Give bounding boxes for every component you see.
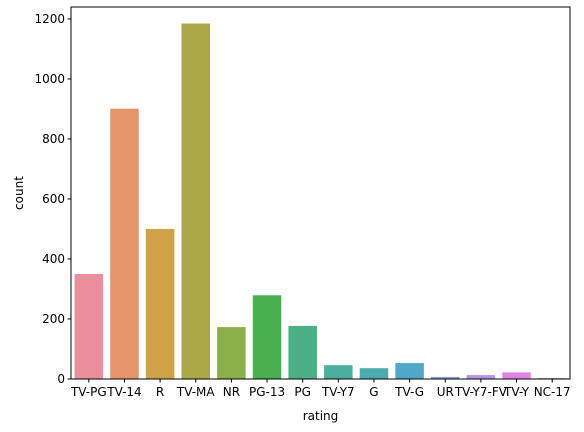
x-axis-ticks: TV-PG TV-14 R TV-MA NR PG-13 PG TV-Y7 G TV-G UR TV-… [70,379,571,399]
bar-pg [288,325,317,379]
x-tick-label-nr: NR [223,385,240,399]
plot-frame [70,6,571,380]
y-tick-label: 1000 [34,72,65,86]
bar-tv-y7 [324,365,353,379]
x-tick-label-tv-14: TV-14 [106,385,141,399]
y-tick-label: 200 [42,312,65,326]
x-axis-label: rating [303,409,339,423]
y-axis-ticks: 0 200 400 600 800 1000 1200 [34,12,71,386]
y-tick-label: 600 [42,192,65,206]
y-axis-label: count [12,176,26,210]
x-tick-label-ur: UR [437,385,454,399]
bar-nr [217,327,246,379]
bar-tv-g [395,363,424,379]
bar-r [145,229,175,379]
bar-pg-13 [252,295,282,379]
bar-g [359,368,389,379]
bar-tv-14 [110,108,139,379]
x-tick-label-r: R [156,385,164,399]
bar-tv-pg [74,274,104,379]
x-tick-label-g: G [369,385,378,399]
x-tick-label-tv-y7-fv: TV-Y7-FV [454,385,508,399]
y-tick-label: 0 [57,372,65,386]
y-tick-label: 1200 [34,12,65,26]
bar-ur [430,376,460,379]
x-tick-label-tv-y7: TV-Y7 [321,385,355,399]
x-tick-label-nc-17: NC-17 [534,385,571,399]
bar-tv-y [502,372,531,379]
y-tick-label: 400 [42,252,65,266]
bar-tv-ma [181,23,211,379]
bar-tv-y7-fv [466,375,496,379]
x-tick-label-tv-pg: TV-PG [70,385,107,399]
x-tick-label-tv-g: TV-G [394,385,424,399]
x-tick-label-tv-ma: TV-MA [176,385,216,399]
x-tick-label-pg: PG [294,385,311,399]
y-tick-label: 800 [42,132,65,146]
x-tick-label-pg-13: PG-13 [249,385,285,399]
x-tick-label-tv-y: TV-Y [503,385,530,399]
bars-group [74,23,567,379]
